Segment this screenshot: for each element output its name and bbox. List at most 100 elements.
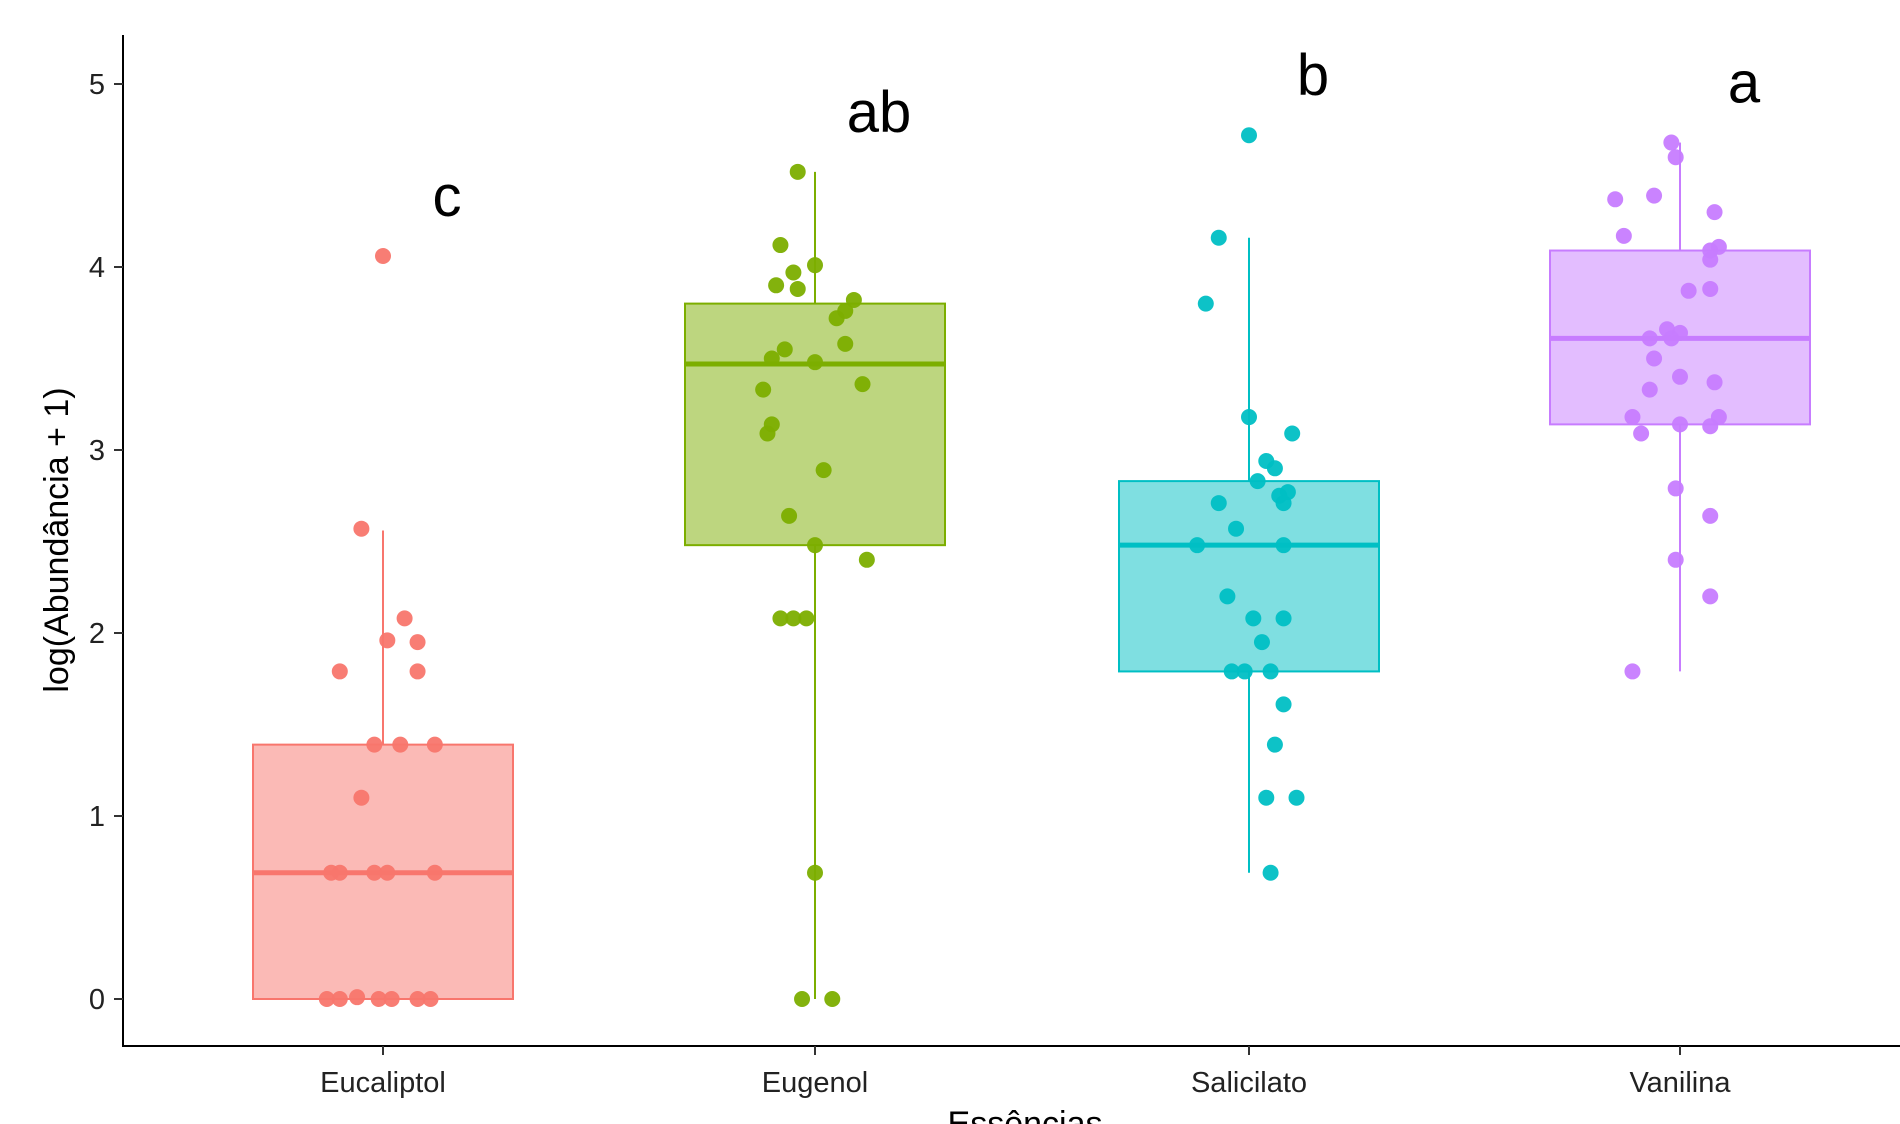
data-point-salicilato: [1266, 736, 1283, 753]
data-point-salicilato: [1236, 663, 1253, 680]
data-point-vanilina: [1641, 330, 1658, 347]
data-point-vanilina: [1667, 551, 1684, 568]
data-point-vanilina: [1710, 238, 1727, 255]
points-layer: [318, 127, 1727, 1007]
box-eugenol: [684, 302, 946, 547]
data-point-eugenol: [781, 507, 798, 524]
data-point-eucaliptol: [422, 991, 439, 1007]
data-point-salicilato: [1275, 537, 1292, 554]
data-point-vanilina: [1702, 418, 1719, 435]
data-point-vanilina: [1663, 134, 1680, 151]
y-tick-label-4: 4: [89, 252, 105, 284]
data-point-vanilina: [1646, 350, 1663, 367]
significance-letter-salicilato: b: [1297, 43, 1329, 108]
data-point-eugenol: [759, 425, 776, 442]
y-tick-label-0: 0: [89, 984, 105, 1016]
data-point-eucaliptol: [426, 736, 443, 753]
data-point-eucaliptol: [331, 864, 348, 881]
x-tick-label-eucaliptol: Eucaliptol: [320, 1067, 446, 1099]
data-point-eugenol: [824, 991, 841, 1007]
data-point-eucaliptol: [409, 663, 426, 680]
data-point-vanilina: [1633, 425, 1650, 442]
significance-letter-eucaliptol: c: [433, 164, 462, 229]
data-point-eucaliptol: [349, 989, 366, 1006]
data-point-salicilato: [1249, 473, 1266, 490]
data-point-salicilato: [1288, 789, 1305, 806]
data-point-vanilina: [1680, 282, 1697, 299]
data-point-eugenol: [772, 237, 789, 254]
ticks-layer: Eucaliptol Eugenol Salicilato Vanilina 0 1 2 3 4…: [89, 69, 1732, 1099]
y-tick-label-5: 5: [89, 69, 105, 101]
x-tick-label-eugenol: Eugenol: [762, 1067, 868, 1099]
x-tick-label-salicilato: Salicilato: [1191, 1067, 1307, 1099]
data-point-salicilato: [1258, 789, 1275, 806]
data-point-eucaliptol: [379, 632, 396, 649]
box-salicilato: [1118, 480, 1380, 673]
data-point-vanilina: [1624, 409, 1641, 426]
significance-letter-eugenol: ab: [847, 80, 912, 145]
significance-letter-vanilina: a: [1728, 51, 1761, 116]
data-point-vanilina: [1667, 480, 1684, 497]
data-point-vanilina: [1672, 368, 1688, 385]
data-point-eucaliptol: [426, 864, 443, 881]
y-axis-title: log(Abundância + 1): [38, 387, 76, 692]
data-point-eucaliptol: [409, 991, 426, 1007]
data-point-eugenol: [763, 350, 780, 367]
data-point-salicilato: [1241, 127, 1257, 144]
data-point-eucaliptol: [379, 864, 396, 881]
data-point-salicilato: [1275, 610, 1292, 627]
data-point-eucaliptol: [392, 736, 409, 753]
data-point-salicilato: [1223, 663, 1240, 680]
data-point-eugenol: [789, 163, 806, 180]
data-point-salicilato: [1284, 425, 1301, 442]
boxes-layer: [252, 142, 1811, 1000]
data-point-eugenol: [794, 991, 811, 1007]
data-point-salicilato: [1275, 696, 1292, 713]
data-point-vanilina: [1641, 381, 1658, 398]
data-point-eugenol: [807, 864, 823, 881]
data-point-eugenol: [807, 354, 823, 371]
data-point-vanilina: [1706, 374, 1723, 391]
data-point-vanilina: [1706, 204, 1723, 221]
data-point-eugenol: [845, 291, 862, 308]
data-point-salicilato: [1262, 663, 1279, 680]
data-point-eugenol: [815, 462, 832, 479]
data-point-salicilato: [1262, 864, 1279, 881]
data-point-eucaliptol: [375, 248, 391, 265]
data-point-vanilina: [1672, 324, 1688, 341]
data-point-salicilato: [1189, 537, 1206, 554]
data-point-eugenol: [807, 257, 823, 274]
data-point-vanilina: [1702, 588, 1719, 605]
x-axis-title: Essências: [948, 1105, 1103, 1124]
data-point-eugenol: [854, 376, 871, 393]
data-point-vanilina: [1667, 149, 1684, 166]
data-point-eucaliptol: [366, 736, 383, 753]
data-point-salicilato: [1241, 409, 1257, 426]
data-point-eugenol: [798, 610, 815, 627]
data-point-eucaliptol: [366, 864, 383, 881]
data-point-salicilato: [1228, 520, 1245, 537]
data-point-eugenol: [837, 335, 854, 352]
data-point-eugenol: [785, 264, 802, 281]
data-point-eugenol: [789, 280, 806, 297]
data-point-vanilina: [1646, 187, 1663, 204]
data-point-vanilina: [1607, 191, 1624, 208]
axes-layer: [122, 35, 1900, 1047]
data-point-eucaliptol: [409, 634, 426, 651]
significance-letters-layer: c ab b a: [433, 43, 1761, 229]
data-point-eugenol: [755, 381, 772, 398]
data-point-vanilina: [1624, 663, 1641, 680]
data-point-vanilina: [1702, 507, 1719, 524]
data-point-salicilato: [1266, 460, 1283, 477]
data-point-eucaliptol: [370, 991, 387, 1007]
data-point-salicilato: [1253, 634, 1270, 651]
data-point-salicilato: [1210, 229, 1227, 246]
data-point-eucaliptol: [396, 610, 413, 627]
data-point-eucaliptol: [353, 789, 370, 806]
data-point-eugenol: [785, 610, 802, 627]
data-point-salicilato: [1210, 495, 1227, 512]
data-point-eugenol: [772, 610, 789, 627]
data-point-vanilina: [1672, 416, 1688, 433]
data-point-vanilina: [1702, 251, 1719, 268]
data-point-eucaliptol: [331, 991, 348, 1007]
